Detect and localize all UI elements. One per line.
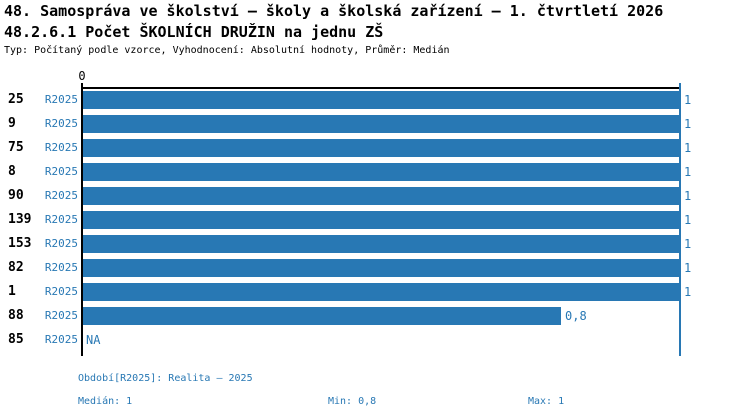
value-label: 1 — [684, 93, 692, 107]
bar-rows-container: 25 R2025 1 9 R2025 1 75 R2025 1 8 R2025 1 90 R2025 1 13… — [0, 88, 750, 352]
category-label: 75 — [8, 140, 24, 155]
bar-row: 153 R2025 1 — [0, 232, 750, 256]
bar-row: 90 R2025 1 — [0, 184, 750, 208]
bar — [83, 139, 680, 157]
series-label: R2025 — [44, 117, 78, 130]
bar-row: 85 R2025 NA — [0, 328, 750, 352]
value-label: 1 — [684, 165, 692, 179]
series-label: R2025 — [44, 165, 78, 178]
bar-row: 1 R2025 1 — [0, 280, 750, 304]
series-label: R2025 — [44, 141, 78, 154]
bar-row: 8 R2025 1 — [0, 160, 750, 184]
value-label: 0,8 — [565, 309, 587, 323]
category-label: 90 — [8, 188, 24, 203]
category-label: 85 — [8, 332, 24, 347]
bar — [83, 115, 680, 133]
value-label: NA — [86, 333, 101, 347]
y-axis-line — [81, 83, 83, 356]
value-label: 1 — [684, 117, 692, 131]
category-label: 9 — [8, 116, 16, 131]
report-subtitle: 48.2.6.1 Počet ŠKOLNÍCH DRUŽIN na jednu … — [4, 23, 384, 41]
footer-max-label: Max: 1 — [528, 396, 565, 407]
bar-row: 139 R2025 1 — [0, 208, 750, 232]
bar-row: 9 R2025 1 — [0, 112, 750, 136]
value-label: 1 — [684, 189, 692, 203]
series-label: R2025 — [44, 333, 78, 346]
series-label: R2025 — [44, 213, 78, 226]
series-label: R2025 — [44, 309, 78, 322]
footer-median-label: Medián: 1 — [78, 396, 133, 407]
bar — [83, 91, 680, 109]
category-label: 88 — [8, 308, 24, 323]
footer-min-label: Min: 0,8 — [328, 396, 377, 407]
report-title: 48. Samospráva ve školství – školy a ško… — [4, 2, 664, 20]
bar-row: 75 R2025 1 — [0, 136, 750, 160]
category-label: 153 — [8, 236, 32, 251]
bar-row: 88 R2025 0,8 — [0, 304, 750, 328]
category-label: 82 — [8, 260, 24, 275]
bar — [83, 163, 680, 181]
category-label: 25 — [8, 92, 24, 107]
bar — [83, 307, 561, 325]
bar-row: 25 R2025 1 — [0, 88, 750, 112]
max-value-line — [679, 83, 681, 356]
category-label: 8 — [8, 164, 16, 179]
value-label: 1 — [684, 261, 692, 275]
bar — [83, 211, 680, 229]
bar — [83, 259, 680, 277]
series-label: R2025 — [44, 237, 78, 250]
value-label: 1 — [684, 141, 692, 155]
bar-row: 82 R2025 1 — [0, 256, 750, 280]
bar — [83, 235, 680, 253]
x-axis-zero-tick-label: 0 — [78, 69, 86, 83]
report-meta-line: Typ: Počítaný podle vzorce, Vyhodnocení:… — [4, 45, 450, 56]
value-label: 1 — [684, 213, 692, 227]
category-label: 1 — [8, 284, 16, 299]
x-axis-line — [82, 87, 680, 89]
value-label: 1 — [684, 237, 692, 251]
series-label: R2025 — [44, 285, 78, 298]
bar — [83, 283, 680, 301]
series-label: R2025 — [44, 189, 78, 202]
series-label: R2025 — [44, 93, 78, 106]
series-label: R2025 — [44, 261, 78, 274]
bar — [83, 187, 680, 205]
value-label: 1 — [684, 285, 692, 299]
footer-period-label: Období[R2025]: Realita – 2025 — [78, 373, 253, 384]
category-label: 139 — [8, 212, 32, 227]
